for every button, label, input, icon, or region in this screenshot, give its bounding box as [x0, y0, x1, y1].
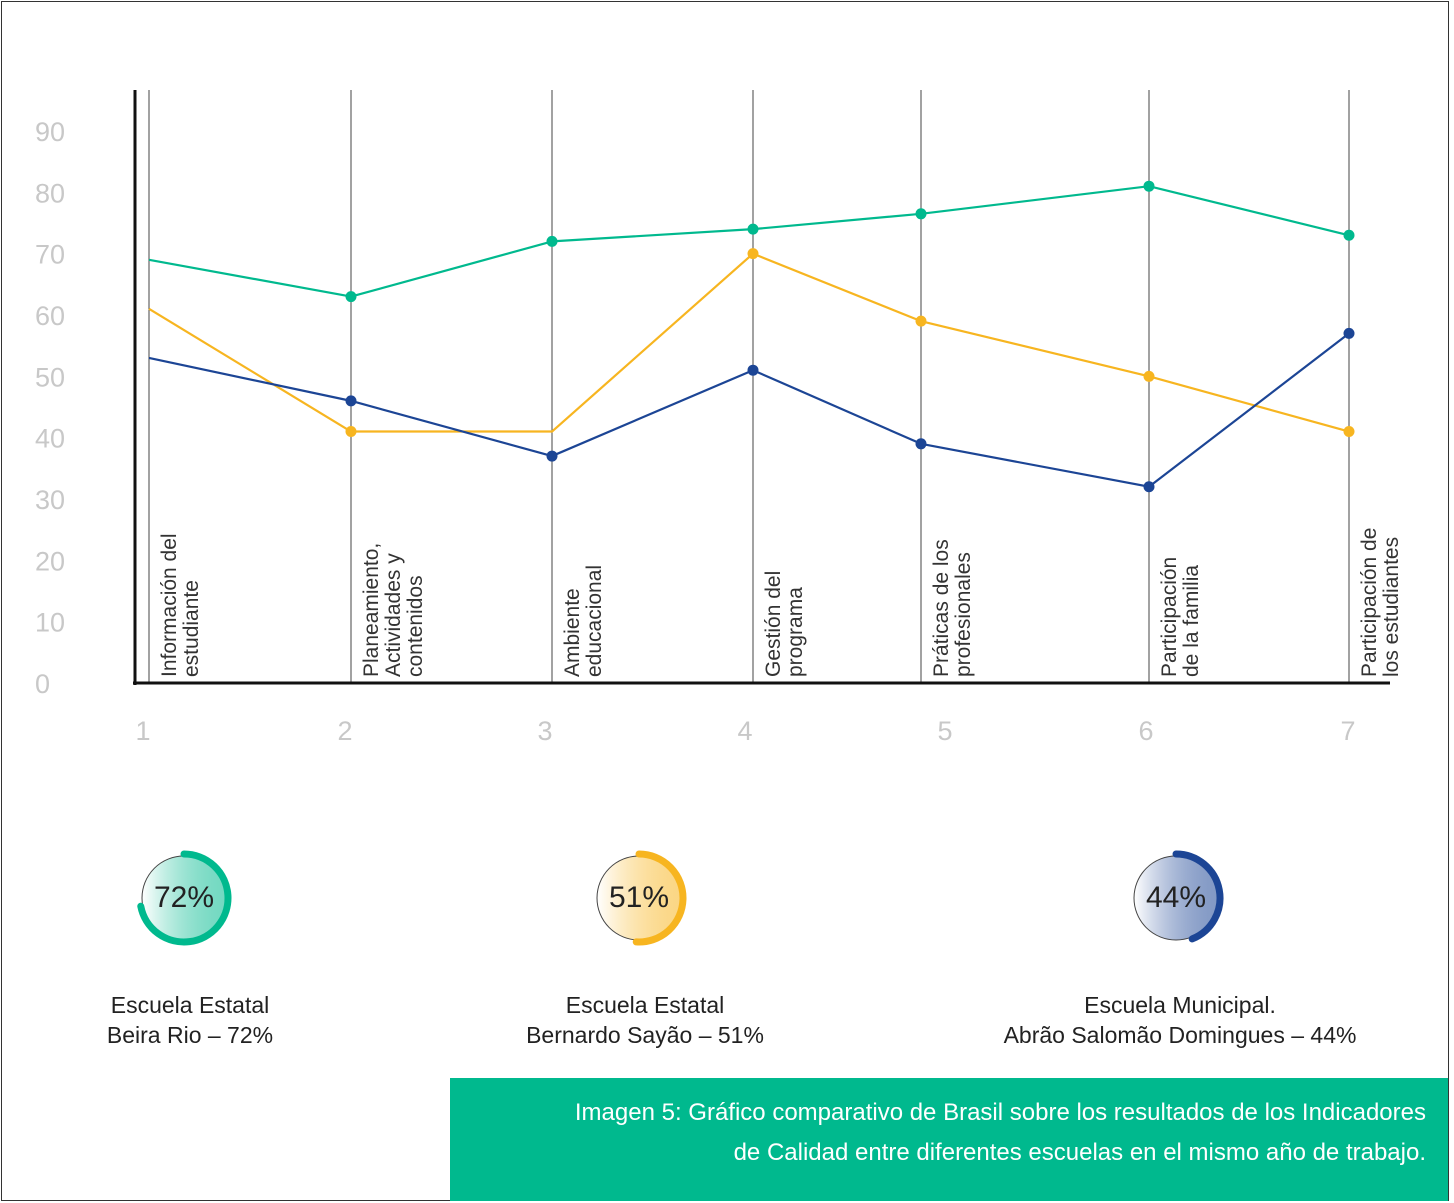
- school-name: Bernardo Sayão – 51%: [526, 1022, 764, 1048]
- category-label-text: Participaciónde la familia: [1158, 557, 1203, 677]
- school-label-beira-rio: Escuela Estatal Beira Rio – 72%: [40, 990, 340, 1050]
- line-chart: 0 10 20 30 40 50 60 70 80 90 1 2 3 4 5 6 7 Información de…: [35, 90, 1403, 746]
- category-label-text: Práticas de losprofesionales: [930, 539, 975, 677]
- y-tick-label-20: 20: [35, 546, 65, 576]
- gauge-ring: [596, 850, 687, 946]
- series-line-2: [148, 252, 1350, 433]
- series-2-point-2: [345, 426, 357, 438]
- category-label-text: Participación delos estudiantes: [1358, 528, 1403, 677]
- category-label-5: Práticas de losprofesionales: [930, 539, 975, 677]
- gauge-percent: 44%: [1145, 881, 1207, 914]
- category-label-1: Información delestudiante: [158, 533, 203, 677]
- series-3-point-4: [747, 364, 759, 376]
- category-label-text: Planeamiento,Actividades ycontenidos: [360, 543, 427, 677]
- series-2-point-5: [915, 315, 927, 327]
- series-1-point-6: [1143, 180, 1155, 192]
- school-name: Abrão Salomão Domingues – 44%: [1003, 1022, 1357, 1048]
- series-2-point-7: [1343, 426, 1355, 438]
- series-2-point-6: [1143, 370, 1155, 382]
- x-tick-label-4: 4: [737, 716, 752, 746]
- series-2-point-4: [747, 248, 759, 260]
- y-tick-label-80: 80: [35, 178, 65, 208]
- series-1-point-4: [747, 223, 759, 235]
- series-3-point-5: [915, 438, 927, 450]
- x-tick-label-3: 3: [537, 716, 552, 746]
- y-tick-label-10: 10: [35, 608, 65, 638]
- gauge-progress-arc: [137, 850, 232, 946]
- category-label-text: Ambienteeducacional: [561, 565, 606, 677]
- caption-line-2: de Calidad entre diferentes escuelas en …: [733, 1139, 1426, 1166]
- gauge-ring: [1133, 850, 1224, 943]
- gauge-abrao-salomao: 44%: [1128, 850, 1224, 946]
- school-type: Escuela Estatal: [565, 992, 725, 1018]
- series-1-point-5: [915, 208, 927, 220]
- school-type: Escuela Municipal.: [1084, 992, 1276, 1018]
- category-label-3: Ambienteeducacional: [561, 565, 606, 677]
- x-tick-label-6: 6: [1138, 716, 1153, 746]
- category-label-7: Participación delos estudiantes: [1358, 528, 1403, 677]
- series-3-point-2: [345, 395, 357, 407]
- gauge-ring: [137, 850, 232, 946]
- category-label-4: Gestión delprograma: [762, 571, 807, 677]
- series-1-point-7: [1343, 229, 1355, 241]
- gauge-percent: 51%: [608, 881, 670, 914]
- series-3-point-7: [1343, 327, 1355, 339]
- series-1-point-3: [546, 235, 558, 247]
- y-tick-label-30: 30: [35, 485, 65, 515]
- y-tick-label-90: 90: [35, 117, 65, 147]
- series-line-3: [148, 332, 1350, 488]
- school-label-bernardo-sayao: Escuela Estatal Bernardo Sayão – 51%: [470, 990, 820, 1050]
- category-label-2: Planeamiento,Actividades ycontenidos: [360, 543, 427, 677]
- category-label-6: Participaciónde la familia: [1158, 557, 1203, 677]
- x-tick-label-5: 5: [937, 716, 952, 746]
- gauge-percent: 72%: [153, 881, 215, 914]
- caption-line-1: Imagen 5: Gráfico comparativo de Brasil …: [574, 1099, 1426, 1126]
- x-tick-label-2: 2: [337, 716, 352, 746]
- gauge-progress-arc: [1172, 850, 1224, 943]
- y-tick-label-40: 40: [35, 424, 65, 454]
- y-tick-label-60: 60: [35, 301, 65, 331]
- y-tick-label-50: 50: [35, 362, 65, 392]
- school-label-abrao-salomao: Escuela Municipal. Abrão Salomão Domingu…: [950, 990, 1410, 1050]
- y-tick-label-70: 70: [35, 240, 65, 270]
- series-3-point-3: [546, 450, 558, 462]
- category-label-text: Gestión delprograma: [762, 571, 807, 677]
- series-3-point-6: [1143, 481, 1155, 493]
- figure-caption: Imagen 5: Gráfico comparativo de Brasil …: [450, 1078, 1448, 1201]
- category-label-text: Información delestudiante: [158, 533, 203, 677]
- x-tick-label-1: 1: [135, 716, 150, 746]
- series-1-point-2: [345, 291, 357, 303]
- school-name: Beira Rio – 72%: [106, 1022, 274, 1048]
- gauge-progress-arc: [632, 850, 687, 946]
- series-line-1: [148, 185, 1350, 298]
- gauge-bernardo-sayao: 51%: [591, 850, 687, 946]
- y-tick-label-0: 0: [35, 669, 50, 699]
- gauge-beira-rio: 72%: [136, 850, 232, 946]
- school-type: Escuela Estatal: [110, 992, 270, 1018]
- x-tick-label-7: 7: [1340, 716, 1355, 746]
